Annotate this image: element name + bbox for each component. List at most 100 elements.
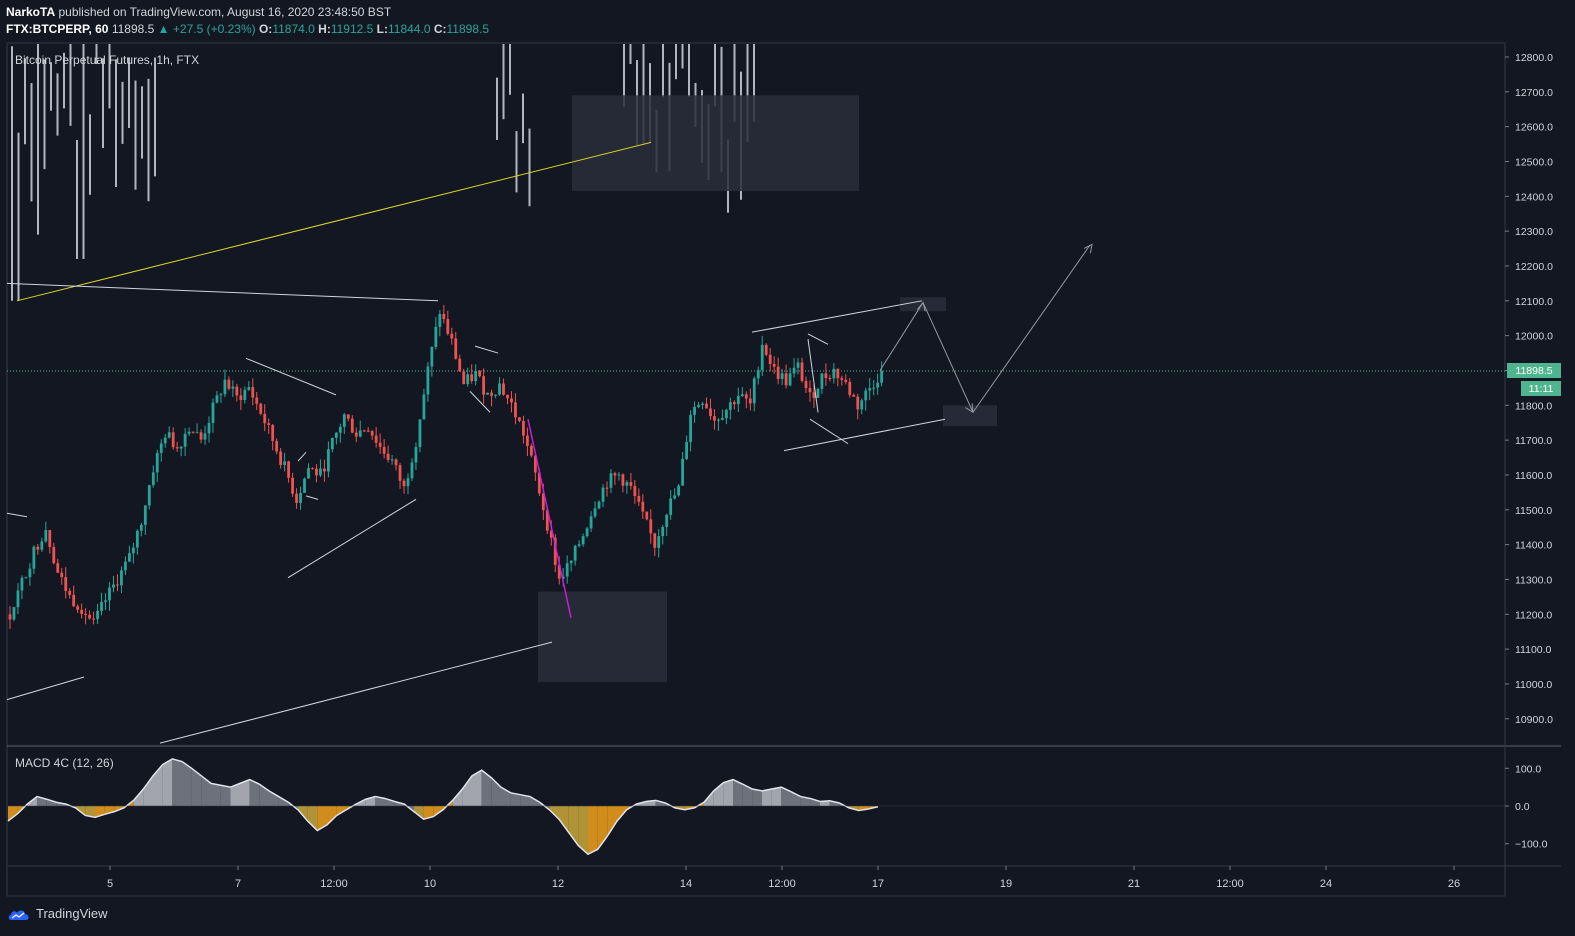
author-name[interactable]: NarkoTA [6,5,56,19]
macd-bar [559,806,569,833]
candle-body [864,390,868,401]
price-tick-label: 11500.0 [1515,505,1552,517]
candle-body [545,510,549,531]
candle-body [454,338,458,359]
price-tick-label: 10900.0 [1515,714,1553,726]
candle-body [752,378,756,404]
candle-body [518,417,521,422]
macd-bar [327,806,337,825]
trendline-drawings[interactable] [6,141,1093,744]
candle-body [657,536,661,548]
candle-body [768,354,772,365]
candle-body [446,319,450,334]
candle-body [744,394,748,399]
candle-body [171,432,175,448]
trendline [751,300,923,333]
candle-body [16,590,20,608]
macd-bar [191,768,202,806]
candlestick-series [8,304,884,629]
candle-body [303,478,306,493]
main-pane-title: Bitcoin Perpetual Futures, 1h, FTX [15,53,199,67]
open-label: O: [258,22,273,36]
projection-arrowhead [1083,243,1093,254]
candle-body [12,607,16,620]
candle-body [689,414,692,442]
candle-body [8,614,12,620]
macd-bar [462,775,472,806]
price-axis[interactable]: 10900.0 11000.0 11100.0 11200.0 11300.0 11400… [1505,52,1553,851]
macd-bar [713,782,724,806]
candle-body [816,388,820,398]
brand-text: TradingView [36,906,108,921]
time-axis[interactable]: 5 7 12:00 10 12 14 12:00 17 19 21 12:00 24 26 [107,866,1460,890]
candle-body [418,419,422,448]
time-tick-label: 21 [1128,878,1140,890]
candle-body [311,468,314,470]
candle-body [522,421,525,436]
low-label: L: [376,22,388,36]
candle-body [565,563,569,577]
candle-body [354,432,358,437]
tradingview-logo[interactable]: TradingView [8,906,108,921]
candle-body [398,465,402,481]
time-tick-label: 5 [107,878,113,890]
candle-body [860,400,864,410]
macd-bar [723,779,733,806]
candle-body [462,371,466,385]
macd-bar [317,806,327,831]
price-tick-label: 11000.0 [1515,679,1552,691]
candle-body [581,536,585,545]
candle-body [120,570,123,586]
candle-body [203,433,207,440]
candle-body [434,326,438,348]
candle-body [215,395,219,403]
time-tick-label: 12:00 [768,878,796,890]
price-tick-label: 12400.0 [1515,191,1553,203]
candle-body [195,432,199,434]
candle-body [323,468,326,472]
candle-body [382,446,386,454]
candle-body [279,451,283,465]
macd-bar [578,806,588,855]
candle-body [844,379,848,382]
candle-body [80,609,84,614]
candle-body [315,468,318,476]
candle-body [438,314,442,327]
candle-body [784,373,788,386]
symbol-info: FTX:BTCPERP, 60 11898.5 ▲ +27.5 (+0.23%)… [6,22,489,36]
candle-body [291,477,294,494]
trendline [6,676,85,701]
candle-body [374,435,378,443]
candle-body [617,474,621,476]
footer: TradingView [0,898,1575,936]
candle-body [486,392,489,395]
candle-body [406,478,410,487]
candle-body [346,414,350,419]
price-tick-label: 12100.0 [1515,296,1553,308]
candle-body [633,485,637,496]
candle-body [589,516,593,529]
candle-body [502,383,505,395]
price-tick-label: 12300.0 [1515,226,1553,238]
chart-canvas[interactable]: 10900.0 11000.0 11100.0 11200.0 11300.0 11400… [0,0,1575,898]
zone-box [943,405,997,427]
candle-body [494,394,497,396]
candle-body [645,511,649,520]
candle-body [836,368,840,379]
candle-body [577,544,581,546]
low-value: 11844.0 [388,22,431,36]
candle-body [104,600,107,602]
candle-body [832,368,836,379]
candle-body [76,606,80,610]
macd-bar [607,806,617,837]
candle-body [549,530,553,538]
candle-body [812,392,816,398]
projection-arrowhead [916,301,926,312]
candle-body [211,402,215,423]
candle-body [223,379,227,395]
publish-info: NarkoTA published on TradingView.com, Au… [6,5,391,19]
symbol-label[interactable]: FTX:BTCPERP, 60 [6,22,109,36]
candle-body [526,435,529,446]
candle-body [179,446,183,449]
candle-body [669,498,673,515]
